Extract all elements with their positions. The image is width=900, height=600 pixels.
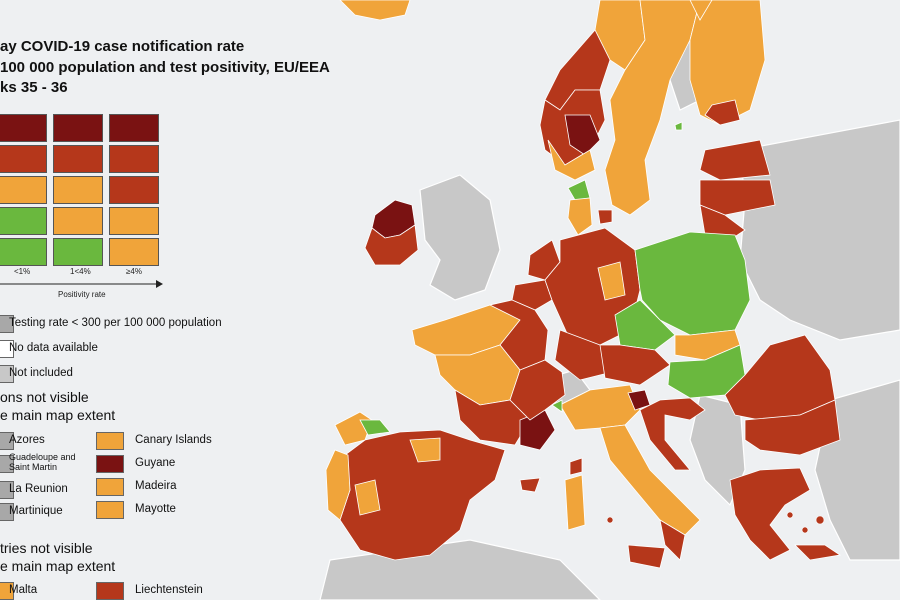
legend-matrix-cell	[53, 176, 103, 204]
legend-matrix-cell	[0, 176, 47, 204]
ireland	[364, 199, 419, 266]
positivity-axis-label: Positivity rate	[58, 290, 106, 299]
country-label-liechtenstein: Liechtenstein	[135, 584, 203, 596]
baltics	[674, 121, 776, 241]
region-label-mayotte: Mayotte	[135, 503, 176, 515]
denmark	[567, 179, 613, 236]
positivity-tick-3: ≥4%	[126, 267, 142, 276]
legend-matrix-cell	[0, 145, 47, 173]
positivity-tick-1: <1%	[14, 267, 31, 276]
map-title-line-3: ks 35 - 36	[0, 79, 68, 96]
scandinavia	[539, 0, 766, 216]
iberia	[325, 411, 541, 561]
islands	[606, 511, 825, 534]
region-swatch-mayotte	[96, 501, 124, 519]
status-swatch-3	[0, 365, 14, 383]
legend-matrix-cell	[0, 238, 47, 266]
legend-matrix-cell	[53, 114, 103, 142]
region-swatch-martinique	[0, 503, 14, 521]
legend-matrix-cell	[109, 145, 159, 173]
country-swatch-liechtenstein	[96, 582, 124, 600]
status-label-no-data: No data available	[9, 342, 98, 354]
region-swatch-guyane	[96, 455, 124, 473]
region-label-martinique: Martinique	[9, 505, 63, 517]
region-swatch-la-reunion	[0, 481, 14, 499]
italy	[551, 384, 701, 569]
region-label-canary: Canary Islands	[135, 434, 212, 446]
region-label-azores: Azores	[9, 434, 45, 446]
countries-heading-line-2: e main map extent	[0, 558, 116, 574]
legend-matrix-cell	[53, 145, 103, 173]
status-label-testing: Testing rate < 300 per 100 000 populatio…	[9, 317, 222, 329]
greece	[729, 467, 842, 561]
romania-bulgaria	[724, 334, 841, 456]
legend-matrix-cell	[53, 238, 103, 266]
region-swatch-madeira	[96, 478, 124, 496]
balkans-eu	[627, 389, 706, 471]
region-label-la-reunion: La Reunion	[9, 483, 68, 495]
region-label-guadeloupe: Guadeloupe and Saint Martin	[9, 452, 76, 472]
countries-heading-line-1: tries not visible	[0, 540, 93, 556]
region-swatch-guadeloupe	[0, 455, 14, 473]
iceland	[339, 0, 411, 21]
legend-matrix-cell	[53, 207, 103, 235]
country-label-malta: Malta	[9, 584, 38, 596]
status-label-not-included: Not included	[9, 367, 73, 379]
central-europe	[599, 299, 746, 399]
legend-matrix-cell	[0, 207, 47, 235]
positivity-tick-2: 1<4%	[70, 267, 91, 276]
france	[411, 299, 566, 451]
region-label-madeira: Madeira	[135, 480, 177, 492]
status-swatch-2	[0, 340, 14, 358]
map-title-line-1: ay COVID-19 case notification rate	[0, 38, 245, 55]
region-swatch-azores	[0, 432, 14, 450]
regions-heading-line-2: e main map extent	[0, 407, 116, 423]
legend-matrix-cell	[0, 114, 47, 142]
legend-matrix-cell	[109, 114, 159, 142]
status-swatch-1	[0, 315, 14, 333]
legend-matrix-cell	[109, 207, 159, 235]
legend-matrix-cell	[109, 176, 159, 204]
region-label-guyane: Guyane	[135, 457, 176, 469]
map-title-line-2: 100 000 population and test positivity, …	[0, 59, 330, 76]
regions-heading-line-1: ons not visible	[0, 389, 89, 405]
positivity-axis-arrow	[0, 280, 163, 288]
legend-matrix-cell	[109, 238, 159, 266]
region-swatch-canary	[96, 432, 124, 450]
